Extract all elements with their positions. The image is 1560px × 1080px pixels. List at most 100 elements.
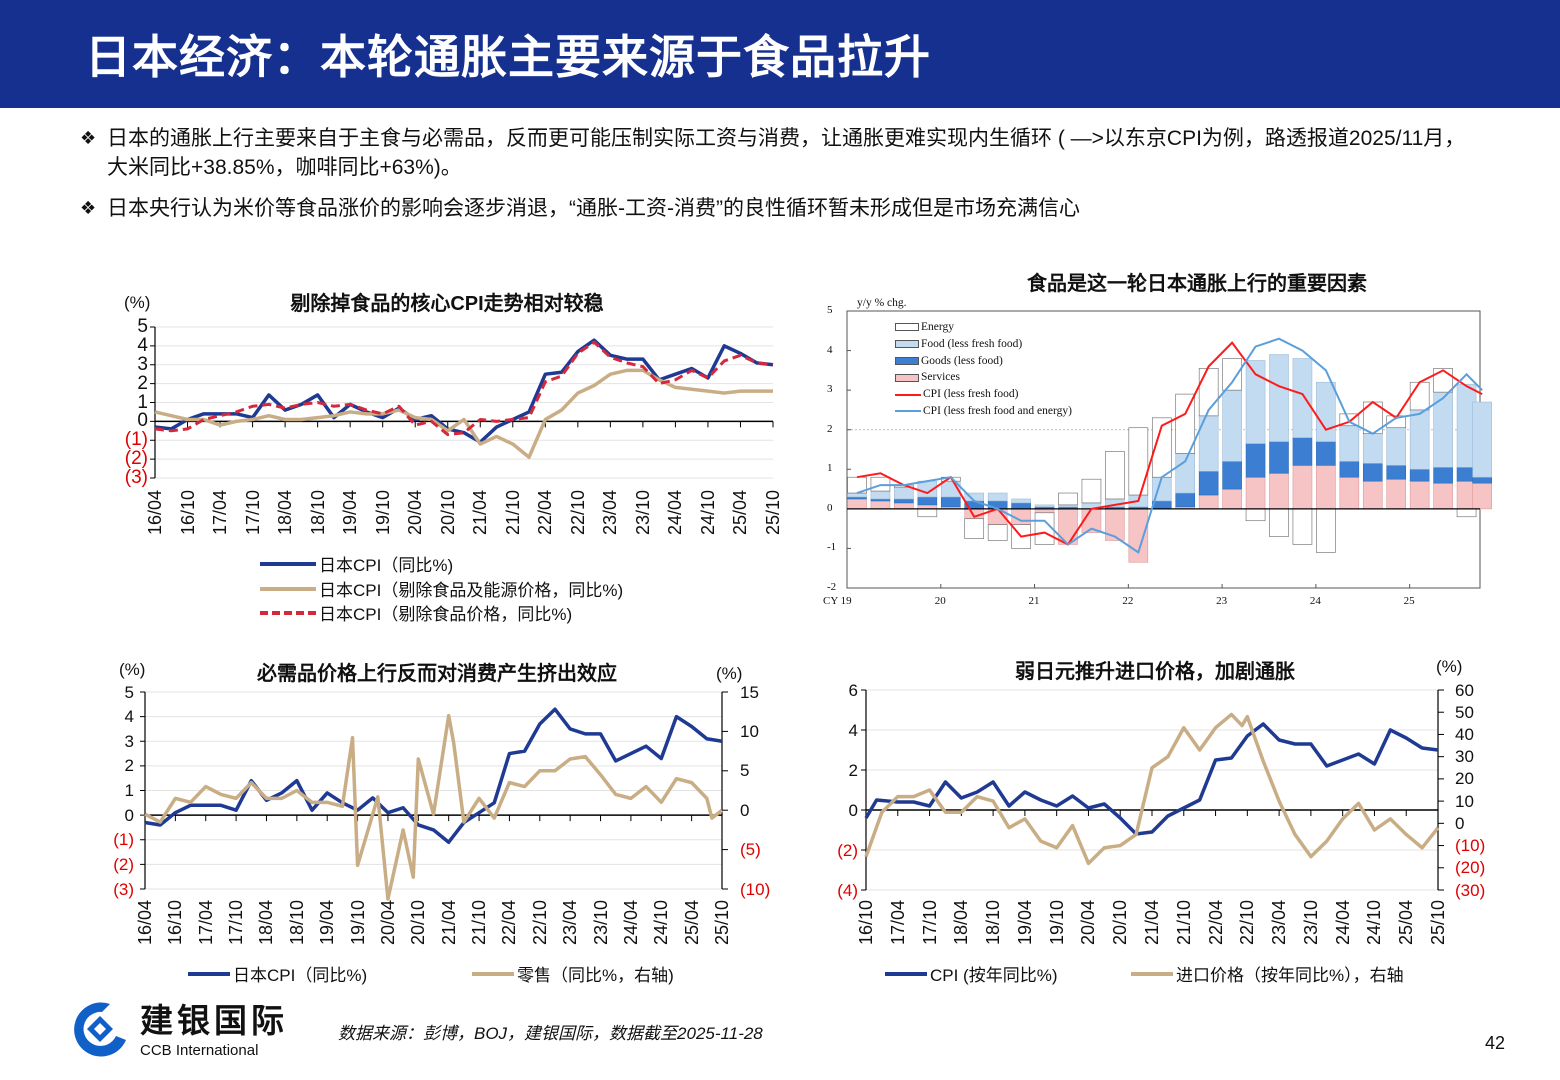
chart3-x-tick-label: 24/04 bbox=[620, 900, 641, 946]
chart2-legend-item: CPI (less fresh food and energy) bbox=[895, 403, 1072, 420]
chart2-bar-services bbox=[870, 500, 891, 510]
chart3-x-tick-label: 20/04 bbox=[377, 900, 398, 946]
chart3-x-tick-label: 16/04 bbox=[135, 900, 155, 946]
chart4-y-tick-label: 2 bbox=[848, 760, 858, 780]
chart3-y2-tick-label: 0 bbox=[740, 800, 750, 820]
chart2-bar-goods bbox=[917, 496, 938, 506]
chart2-bar-energy bbox=[1058, 492, 1078, 506]
chart2-bar-food bbox=[870, 490, 891, 500]
logo-chinese: 建银国际 bbox=[140, 1002, 288, 1039]
legend-label: 日本CPI（同比%) bbox=[319, 556, 454, 575]
chart2-bar-services bbox=[1269, 472, 1289, 510]
chart4-y-tick-label: 4 bbox=[848, 720, 858, 740]
chart2-bar-goods bbox=[1472, 476, 1492, 484]
chart1-y-tick-label: 5 bbox=[137, 316, 148, 337]
chart4-y2-tick-label: 60 bbox=[1455, 680, 1474, 700]
chart1-y-tick-label: 2 bbox=[137, 372, 148, 394]
chart1-x-tick-label: 23/04 bbox=[600, 490, 621, 536]
chart4-y2-tick-label: 40 bbox=[1455, 724, 1474, 744]
chart2-bar-services bbox=[1409, 480, 1430, 510]
chart1-x-tick-label: 18/10 bbox=[307, 490, 328, 536]
chart2-legend-item: Goods (less food) bbox=[895, 353, 1072, 370]
legend-swatch bbox=[895, 340, 919, 349]
chart4-legend-item: 进口价格（按年同比%），右轴 bbox=[1131, 961, 1404, 986]
chart2-bar-goods bbox=[1433, 467, 1453, 484]
chart4-legend-item: CPI (按年同比%) bbox=[885, 961, 1058, 986]
page-number: 42 bbox=[1485, 1033, 1506, 1053]
chart2-bar-goods bbox=[1269, 441, 1289, 474]
chart3-x-tick-label: 18/10 bbox=[286, 900, 307, 946]
chart3-series-line bbox=[144, 713, 724, 901]
chart2-y-tick-label: 4 bbox=[827, 343, 833, 356]
chart2-bar-food bbox=[1409, 409, 1430, 470]
chart2-bar-food bbox=[1386, 427, 1407, 466]
chart3-y2-tick-label: (5) bbox=[740, 840, 761, 860]
chart3-x-tick-label: 21/04 bbox=[438, 900, 459, 946]
legend-swatch bbox=[895, 356, 919, 365]
chart1-x-tick-label: 20/04 bbox=[405, 490, 426, 536]
chart2-bar-food bbox=[1222, 389, 1242, 462]
legend-swatch bbox=[895, 393, 921, 396]
chart4-x-tick-label: 22/10 bbox=[1237, 900, 1258, 946]
chart3-y-tick-label: (2) bbox=[113, 854, 134, 874]
chart2-line-cpi-less-fresh-food- bbox=[856, 341, 1483, 546]
chart4-x-tick-label: 18/10 bbox=[983, 900, 1004, 946]
chart2-bar-food bbox=[894, 486, 914, 500]
chart1-x-tick-label: 21/04 bbox=[470, 490, 491, 536]
chart3-x-tick-label: 24/10 bbox=[651, 900, 672, 946]
chart4-x-tick-label: 16/10 bbox=[856, 900, 876, 946]
chart1-y-tick-label: (1) bbox=[124, 429, 148, 451]
chart3-y-tick-label: 5 bbox=[124, 682, 134, 702]
chart2-x-tick-label: 21 bbox=[1028, 595, 1040, 607]
chart2-bar-services bbox=[1128, 508, 1149, 563]
chart4-series-line bbox=[864, 722, 1439, 836]
chart3-y-tick-label: 1 bbox=[124, 781, 134, 800]
chart2-x-tick-label: 25 bbox=[1403, 595, 1415, 607]
chart2-legend-item: Services bbox=[895, 369, 1072, 386]
chart1-legend-item: 日本CPI（剔除食品价格，同比%) bbox=[260, 600, 572, 625]
chart2-bar-services bbox=[1198, 494, 1219, 510]
chart3-x-tick-label: 25/04 bbox=[681, 900, 702, 946]
chart2-bar-food bbox=[1362, 433, 1383, 464]
diamond-bullet-icon: ❖ bbox=[80, 198, 97, 218]
chart1-x-tick-label: 19/10 bbox=[372, 490, 393, 536]
chart3-series-line bbox=[144, 707, 723, 844]
chart1-series-line bbox=[154, 368, 773, 459]
chart2-x-tick-label: 23 bbox=[1216, 595, 1228, 607]
chart4-y-tick-label: (4) bbox=[837, 880, 858, 900]
bullet-1: ❖ 日本的通胀上行主要来自于主食与必需品，反而更可能压制实际工资与消费，让通胀更… bbox=[80, 124, 1470, 182]
chart4-y2-tick-label: 30 bbox=[1455, 747, 1474, 767]
chart3-y2-tick-label: 15 bbox=[740, 682, 759, 702]
chart2-bar-energy bbox=[1386, 415, 1407, 429]
chart2-y-tick-label: -2 bbox=[827, 581, 837, 593]
chart2-bar-goods bbox=[1151, 500, 1172, 510]
chart3-x-tick-label: 19/04 bbox=[317, 900, 338, 946]
chart2-bar-goods bbox=[894, 498, 914, 504]
chart2-bar-energy bbox=[1316, 508, 1336, 553]
chart2-bar-goods bbox=[1245, 443, 1266, 478]
chart2-bar-energy bbox=[1128, 427, 1149, 496]
chart2-bar-services bbox=[894, 502, 914, 510]
chart4-y2-tick-label: (30) bbox=[1455, 880, 1486, 900]
chart1-title: 剔除掉食品的核心CPI走势相对较稳 bbox=[290, 293, 604, 315]
legend-label: CPI (按年同比%) bbox=[930, 966, 1058, 985]
chart2-legend-item: Energy bbox=[895, 319, 1072, 336]
chart3-x-tick-label: 23/04 bbox=[560, 900, 581, 946]
title-bar: 日本经济：本轮通胀主要来源于食品拉升 bbox=[0, 0, 1560, 108]
chart2-bar-energy bbox=[964, 518, 985, 539]
chart2-y-tick-label: 0 bbox=[827, 501, 833, 514]
chart2-bar-energy bbox=[1292, 508, 1313, 545]
chart2-bar-energy bbox=[1456, 508, 1477, 518]
chart4-x-tick-label: 24/10 bbox=[1364, 900, 1385, 946]
chart1-x-tick-label: 22/04 bbox=[535, 490, 556, 536]
chart2-bar-goods bbox=[1339, 461, 1360, 478]
chart1-x-tick-label: 17/04 bbox=[210, 490, 231, 536]
chart2-bar-goods bbox=[1175, 492, 1196, 508]
chart4-x-tick-label: 17/04 bbox=[887, 900, 908, 946]
chart4-x-tick-label: 21/10 bbox=[1173, 900, 1194, 946]
chart2-bar-services bbox=[1433, 482, 1453, 510]
chart1-x-tick-label: 19/04 bbox=[340, 490, 361, 536]
legend-swatch bbox=[895, 373, 919, 382]
legend-swatch bbox=[472, 971, 514, 976]
chart1-x-tick-label: 16/04 bbox=[145, 490, 165, 536]
